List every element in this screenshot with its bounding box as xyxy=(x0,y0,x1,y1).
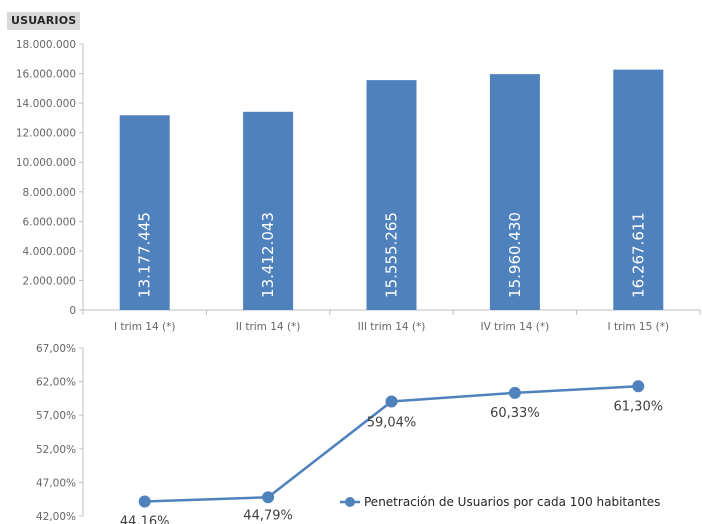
line-y-tick-label: 67,00% xyxy=(36,343,76,355)
data-point-label: 59,04% xyxy=(367,415,417,430)
data-point xyxy=(262,491,275,504)
bar-y-tick-label: 18.000.000 xyxy=(16,39,76,51)
bar-y-tick-label: 2.000.000 xyxy=(23,275,76,287)
bar-y-tick-label: 16.000.000 xyxy=(16,69,76,81)
bar-y-tick-label: 0 xyxy=(69,305,76,317)
line-y-tick-label: 42,00% xyxy=(36,511,76,523)
line-y-tick-label: 57,00% xyxy=(36,410,76,422)
data-point xyxy=(385,395,398,408)
bar-y-tick-label: 8.000.000 xyxy=(23,187,76,199)
chart-header: USUARIOS xyxy=(7,12,81,30)
line-chart: 42,00% 47,00% 52,00% 57,00% 62,00% 67,00% 44,1… xyxy=(36,343,663,524)
bar-value-label: 16.267.611 xyxy=(629,212,647,298)
bar xyxy=(489,74,540,310)
data-point-label: 44,16% xyxy=(120,514,170,524)
bar xyxy=(366,80,417,311)
data-point-label: 44,79% xyxy=(243,508,293,523)
data-point xyxy=(632,380,645,393)
bar-y-tick-label: 6.000.000 xyxy=(23,216,76,228)
bar-y-tick-label: 12.000.000 xyxy=(16,128,76,140)
bar-y-tick-label: 10.000.000 xyxy=(16,157,76,169)
legend-marker xyxy=(345,497,355,507)
bar-y-tick-label: 14.000.000 xyxy=(16,98,76,110)
bar xyxy=(243,111,294,311)
bar-category-label: I trim 15 (*) xyxy=(608,321,670,333)
legend-label: Penetración de Usuarios por cada 100 hab… xyxy=(364,495,660,509)
line-y-tick-label: 47,00% xyxy=(36,477,76,489)
bar-category-label: III trim 14 (*) xyxy=(358,321,426,333)
data-point xyxy=(508,386,521,399)
bar-value-label: 15.555.265 xyxy=(383,212,401,298)
legend: Penetración de Usuarios por cada 100 hab… xyxy=(340,495,660,509)
data-point-label: 60,33% xyxy=(490,406,540,421)
bar-value-label: 15.960.430 xyxy=(506,212,524,298)
bar-category-label: II trim 14 (*) xyxy=(236,321,301,333)
bar xyxy=(119,115,170,310)
bar-category-label: IV trim 14 (*) xyxy=(481,321,550,333)
bar-chart: 0 2.000.000 4.000.000 6.000.000 8.000.000 10.… xyxy=(16,39,701,333)
line-y-tick-label: 62,00% xyxy=(36,377,76,389)
bar-value-label: 13.412.043 xyxy=(259,212,277,298)
data-point xyxy=(138,495,151,508)
bar xyxy=(613,69,664,310)
data-point-label: 61,30% xyxy=(614,399,664,414)
line-y-tick-label: 52,00% xyxy=(36,444,76,456)
bar-value-label: 13.177.445 xyxy=(136,212,154,298)
bar-category-label: I trim 14 (*) xyxy=(114,321,176,333)
bar-y-tick-label: 4.000.000 xyxy=(23,246,76,258)
